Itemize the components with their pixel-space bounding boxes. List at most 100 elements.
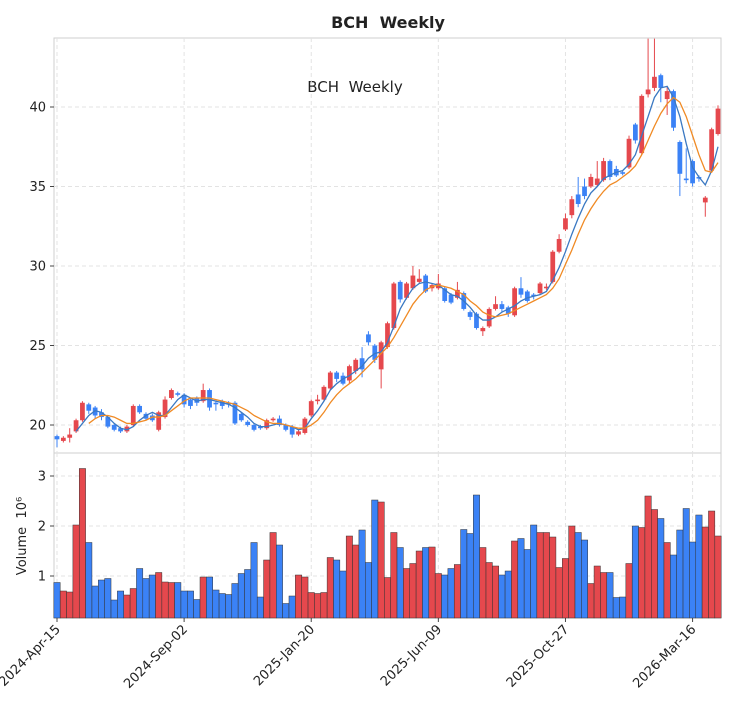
candle-body [652, 76, 657, 88]
candle-body [283, 425, 289, 430]
volume-bar [714, 535, 722, 619]
candle-body [480, 328, 486, 332]
y-tick-label: 2 [38, 520, 46, 535]
candle-body [194, 397, 200, 403]
candle-body [442, 288, 448, 301]
volume-bar [689, 541, 697, 619]
volume-bar [638, 527, 646, 619]
volume-bar [422, 547, 430, 619]
volume-bar [288, 595, 296, 619]
volume-bar [167, 582, 175, 619]
y-tick-label: 20 [29, 419, 46, 434]
candle-body [518, 288, 524, 295]
candle-body [378, 342, 384, 370]
volume-bar [390, 532, 398, 619]
candle-body [556, 238, 562, 252]
volume-bar [218, 593, 226, 619]
volume-bar [593, 565, 601, 619]
volume-bar [485, 562, 493, 619]
candle-body [118, 428, 123, 432]
volume-bar [701, 526, 709, 619]
candle-body [327, 372, 333, 389]
volume-bar [562, 558, 569, 619]
candle-body [99, 412, 104, 418]
candle-body [321, 386, 327, 400]
volume-bar [365, 562, 372, 619]
candle-body [550, 251, 556, 282]
candle-body [531, 294, 537, 297]
y-tick-label: 40 [29, 101, 46, 116]
volume-bar [453, 564, 461, 619]
volume-bar [371, 499, 379, 619]
candle-body [690, 161, 695, 184]
candle-body [702, 197, 708, 203]
volume-bar [345, 535, 353, 619]
volume-bar [695, 514, 703, 619]
candle-body [715, 108, 721, 135]
x-tick-label: 2026-Mar-16 [630, 622, 699, 691]
volume-bar [104, 578, 112, 619]
volume-bar [409, 563, 417, 619]
candle-body [544, 286, 549, 289]
candle-body [156, 412, 162, 430]
chart-title: BCH Weekly [331, 13, 445, 32]
candle-body [575, 194, 581, 204]
volume-bar [320, 592, 328, 619]
volume-bar [174, 582, 182, 619]
volume-bar [98, 579, 105, 619]
candle-body [200, 390, 206, 402]
candle-body [455, 289, 460, 298]
volume-bar [574, 532, 582, 619]
volume-bar [542, 532, 550, 619]
volume-bar [295, 574, 302, 619]
volume-bar [530, 524, 538, 619]
candle-body [67, 434, 73, 438]
volume-bar [250, 542, 258, 619]
volume-bar [148, 574, 156, 619]
candle-body [524, 291, 530, 301]
volume-bar [301, 576, 309, 619]
volume-bar [434, 573, 442, 619]
candle-body [474, 313, 479, 329]
candle-body [632, 124, 638, 141]
volume-bar [231, 583, 239, 619]
candle-body [346, 366, 352, 381]
x-tick-label: 2025-Jun-09 [378, 622, 445, 689]
candle-body [569, 199, 575, 216]
candle-body [385, 323, 390, 348]
volume-bar [682, 508, 690, 619]
volume-bar [326, 557, 334, 619]
volume-bar [117, 590, 124, 619]
volume-bar [237, 573, 245, 619]
volume-bar [180, 590, 188, 619]
candle-body [188, 399, 193, 406]
volume-bar [625, 563, 633, 619]
candle-body [149, 415, 155, 421]
candle-body [366, 334, 371, 343]
candle-body [219, 401, 225, 406]
volume-bar [339, 570, 347, 619]
volume-bar [256, 596, 264, 619]
volume-bar [161, 581, 169, 619]
volume-bar [59, 590, 67, 619]
candle-body [238, 413, 244, 421]
volume-bar [377, 501, 385, 619]
volume-bar [352, 544, 360, 619]
volume-bar [269, 532, 277, 619]
candle-body [372, 345, 378, 360]
volume-bar [479, 547, 487, 619]
y-tick-label: 30 [29, 260, 46, 275]
candle-body [505, 307, 511, 314]
volume-bar [555, 567, 563, 619]
volume-bar [511, 540, 519, 619]
candle-body [709, 129, 715, 171]
volume-bar [333, 559, 341, 619]
candle-body [251, 425, 257, 430]
volume-bar [225, 594, 233, 619]
candle-body [620, 172, 626, 174]
volume-bar [428, 546, 436, 619]
volume-bar [384, 577, 391, 619]
candle-body [232, 402, 238, 424]
volume-bar [187, 590, 194, 619]
